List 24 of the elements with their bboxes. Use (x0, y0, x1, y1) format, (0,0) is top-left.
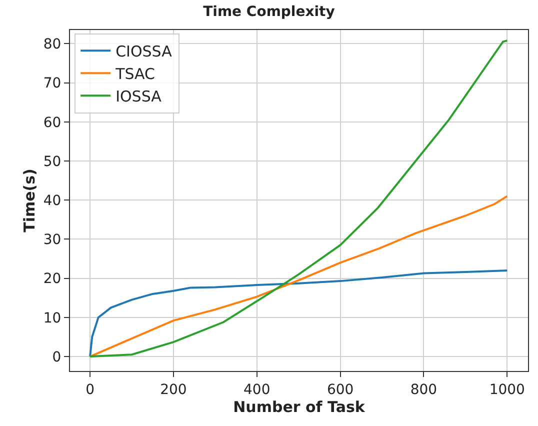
y-tick-label: 60 (43, 114, 62, 131)
x-tick-label: 0 (86, 382, 94, 398)
y-tick-label: 80 (43, 36, 62, 53)
y-tick-label: 20 (43, 271, 62, 288)
x-tick-label: 200 (160, 382, 187, 398)
y-tick-label: 70 (43, 76, 62, 92)
y-tick-label: 10 (43, 310, 62, 326)
x-axis-title: Number of Task (233, 398, 366, 416)
x-tick-label: 800 (410, 382, 438, 398)
y-tick-label: 30 (43, 232, 62, 248)
y-axis-title: Time(s) (20, 168, 39, 232)
x-tick-label: 400 (244, 382, 270, 398)
line-series (89, 270, 508, 358)
y-tick-label: 0 (52, 349, 62, 366)
legend-label: TSAC (114, 65, 156, 84)
y-tick-label: 50 (43, 154, 62, 170)
line-series (89, 195, 508, 358)
legend-label: IOSSA (116, 88, 162, 106)
y-tick-label: 40 (43, 193, 62, 210)
chart-title: Time Complexity (203, 4, 335, 20)
x-tick-label: 1000 (489, 382, 525, 398)
legend-label: CIOSSA (116, 42, 173, 61)
line-series (89, 40, 508, 358)
x-tick-label: 600 (326, 382, 354, 398)
